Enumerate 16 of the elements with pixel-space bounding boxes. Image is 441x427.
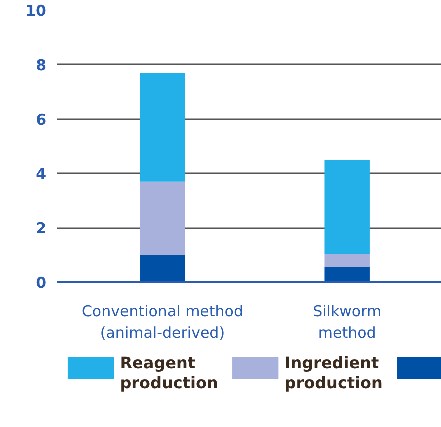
bar [324,254,370,268]
x-tick-label: Conventional method (animal-derived) [82,302,244,342]
y-tick-label: 2 [36,220,46,238]
bar [324,160,370,254]
y-tick-label: 8 [36,56,46,74]
x-tick-label: Silkworm method [313,302,382,342]
y-tick-label: 10 [26,2,46,20]
y-tick-label: 6 [36,110,46,129]
y-tick-label: 0 [36,274,46,292]
bar [140,73,186,182]
bar [324,268,370,282]
y-tick-label: 4 [36,165,46,184]
legend-label: Reagent production [120,354,218,392]
legend-label: Ingredient production [284,354,383,392]
bar [140,182,186,256]
bar [140,255,186,282]
